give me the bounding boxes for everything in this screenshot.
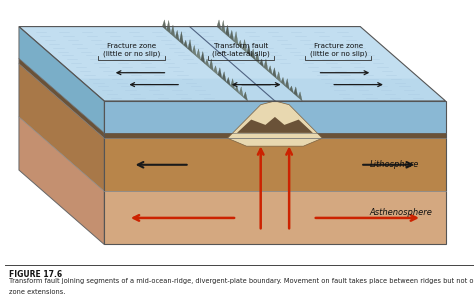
Polygon shape (230, 79, 235, 90)
Text: Transform fault
(left-lateral slip): Transform fault (left-lateral slip) (212, 43, 270, 57)
Polygon shape (183, 40, 188, 49)
Polygon shape (104, 101, 446, 133)
Polygon shape (19, 59, 104, 138)
Polygon shape (239, 87, 243, 97)
Polygon shape (243, 40, 247, 53)
Polygon shape (104, 133, 446, 138)
Polygon shape (19, 27, 420, 79)
Polygon shape (298, 92, 302, 101)
Polygon shape (205, 59, 209, 68)
Polygon shape (217, 20, 221, 30)
Polygon shape (294, 87, 298, 97)
Text: zone extensions.: zone extensions. (9, 289, 66, 295)
Polygon shape (230, 30, 234, 41)
Polygon shape (226, 25, 230, 38)
Polygon shape (243, 92, 247, 101)
Polygon shape (281, 77, 285, 86)
Text: Transform fault joining segments of a mid-ocean-ridge, divergent-plate boundary.: Transform fault joining segments of a mi… (9, 278, 474, 284)
Polygon shape (19, 27, 446, 101)
Polygon shape (235, 86, 239, 94)
Polygon shape (226, 77, 230, 86)
Polygon shape (234, 31, 238, 45)
Polygon shape (209, 59, 213, 71)
Polygon shape (260, 59, 264, 68)
Polygon shape (285, 79, 290, 90)
Polygon shape (166, 20, 171, 34)
Polygon shape (104, 138, 446, 191)
Polygon shape (201, 52, 205, 64)
Polygon shape (104, 191, 446, 245)
Polygon shape (264, 59, 268, 71)
Polygon shape (213, 66, 218, 75)
Polygon shape (171, 25, 175, 38)
Polygon shape (19, 64, 104, 191)
Polygon shape (19, 117, 104, 245)
Polygon shape (251, 49, 255, 60)
Polygon shape (221, 20, 226, 34)
Polygon shape (290, 86, 294, 94)
Polygon shape (192, 45, 196, 56)
Polygon shape (273, 68, 277, 79)
Polygon shape (222, 72, 226, 82)
Polygon shape (179, 31, 183, 45)
Text: Fracture zone
(little or no slip): Fracture zone (little or no slip) (103, 43, 160, 57)
Polygon shape (247, 45, 251, 56)
Polygon shape (162, 20, 166, 30)
Polygon shape (218, 68, 222, 79)
Polygon shape (268, 66, 273, 75)
Polygon shape (255, 52, 260, 64)
Polygon shape (238, 40, 243, 49)
Polygon shape (188, 40, 192, 53)
Polygon shape (228, 101, 322, 146)
Text: FIGURE 17.6: FIGURE 17.6 (9, 270, 63, 279)
Text: Asthenosphere: Asthenosphere (370, 208, 433, 217)
Polygon shape (175, 30, 179, 41)
Polygon shape (196, 49, 201, 60)
Text: Fracture zone
(little or no slip): Fracture zone (little or no slip) (310, 43, 367, 57)
Text: Lithosphere: Lithosphere (370, 160, 419, 169)
Polygon shape (19, 27, 104, 133)
Polygon shape (277, 72, 281, 82)
Polygon shape (237, 117, 313, 133)
